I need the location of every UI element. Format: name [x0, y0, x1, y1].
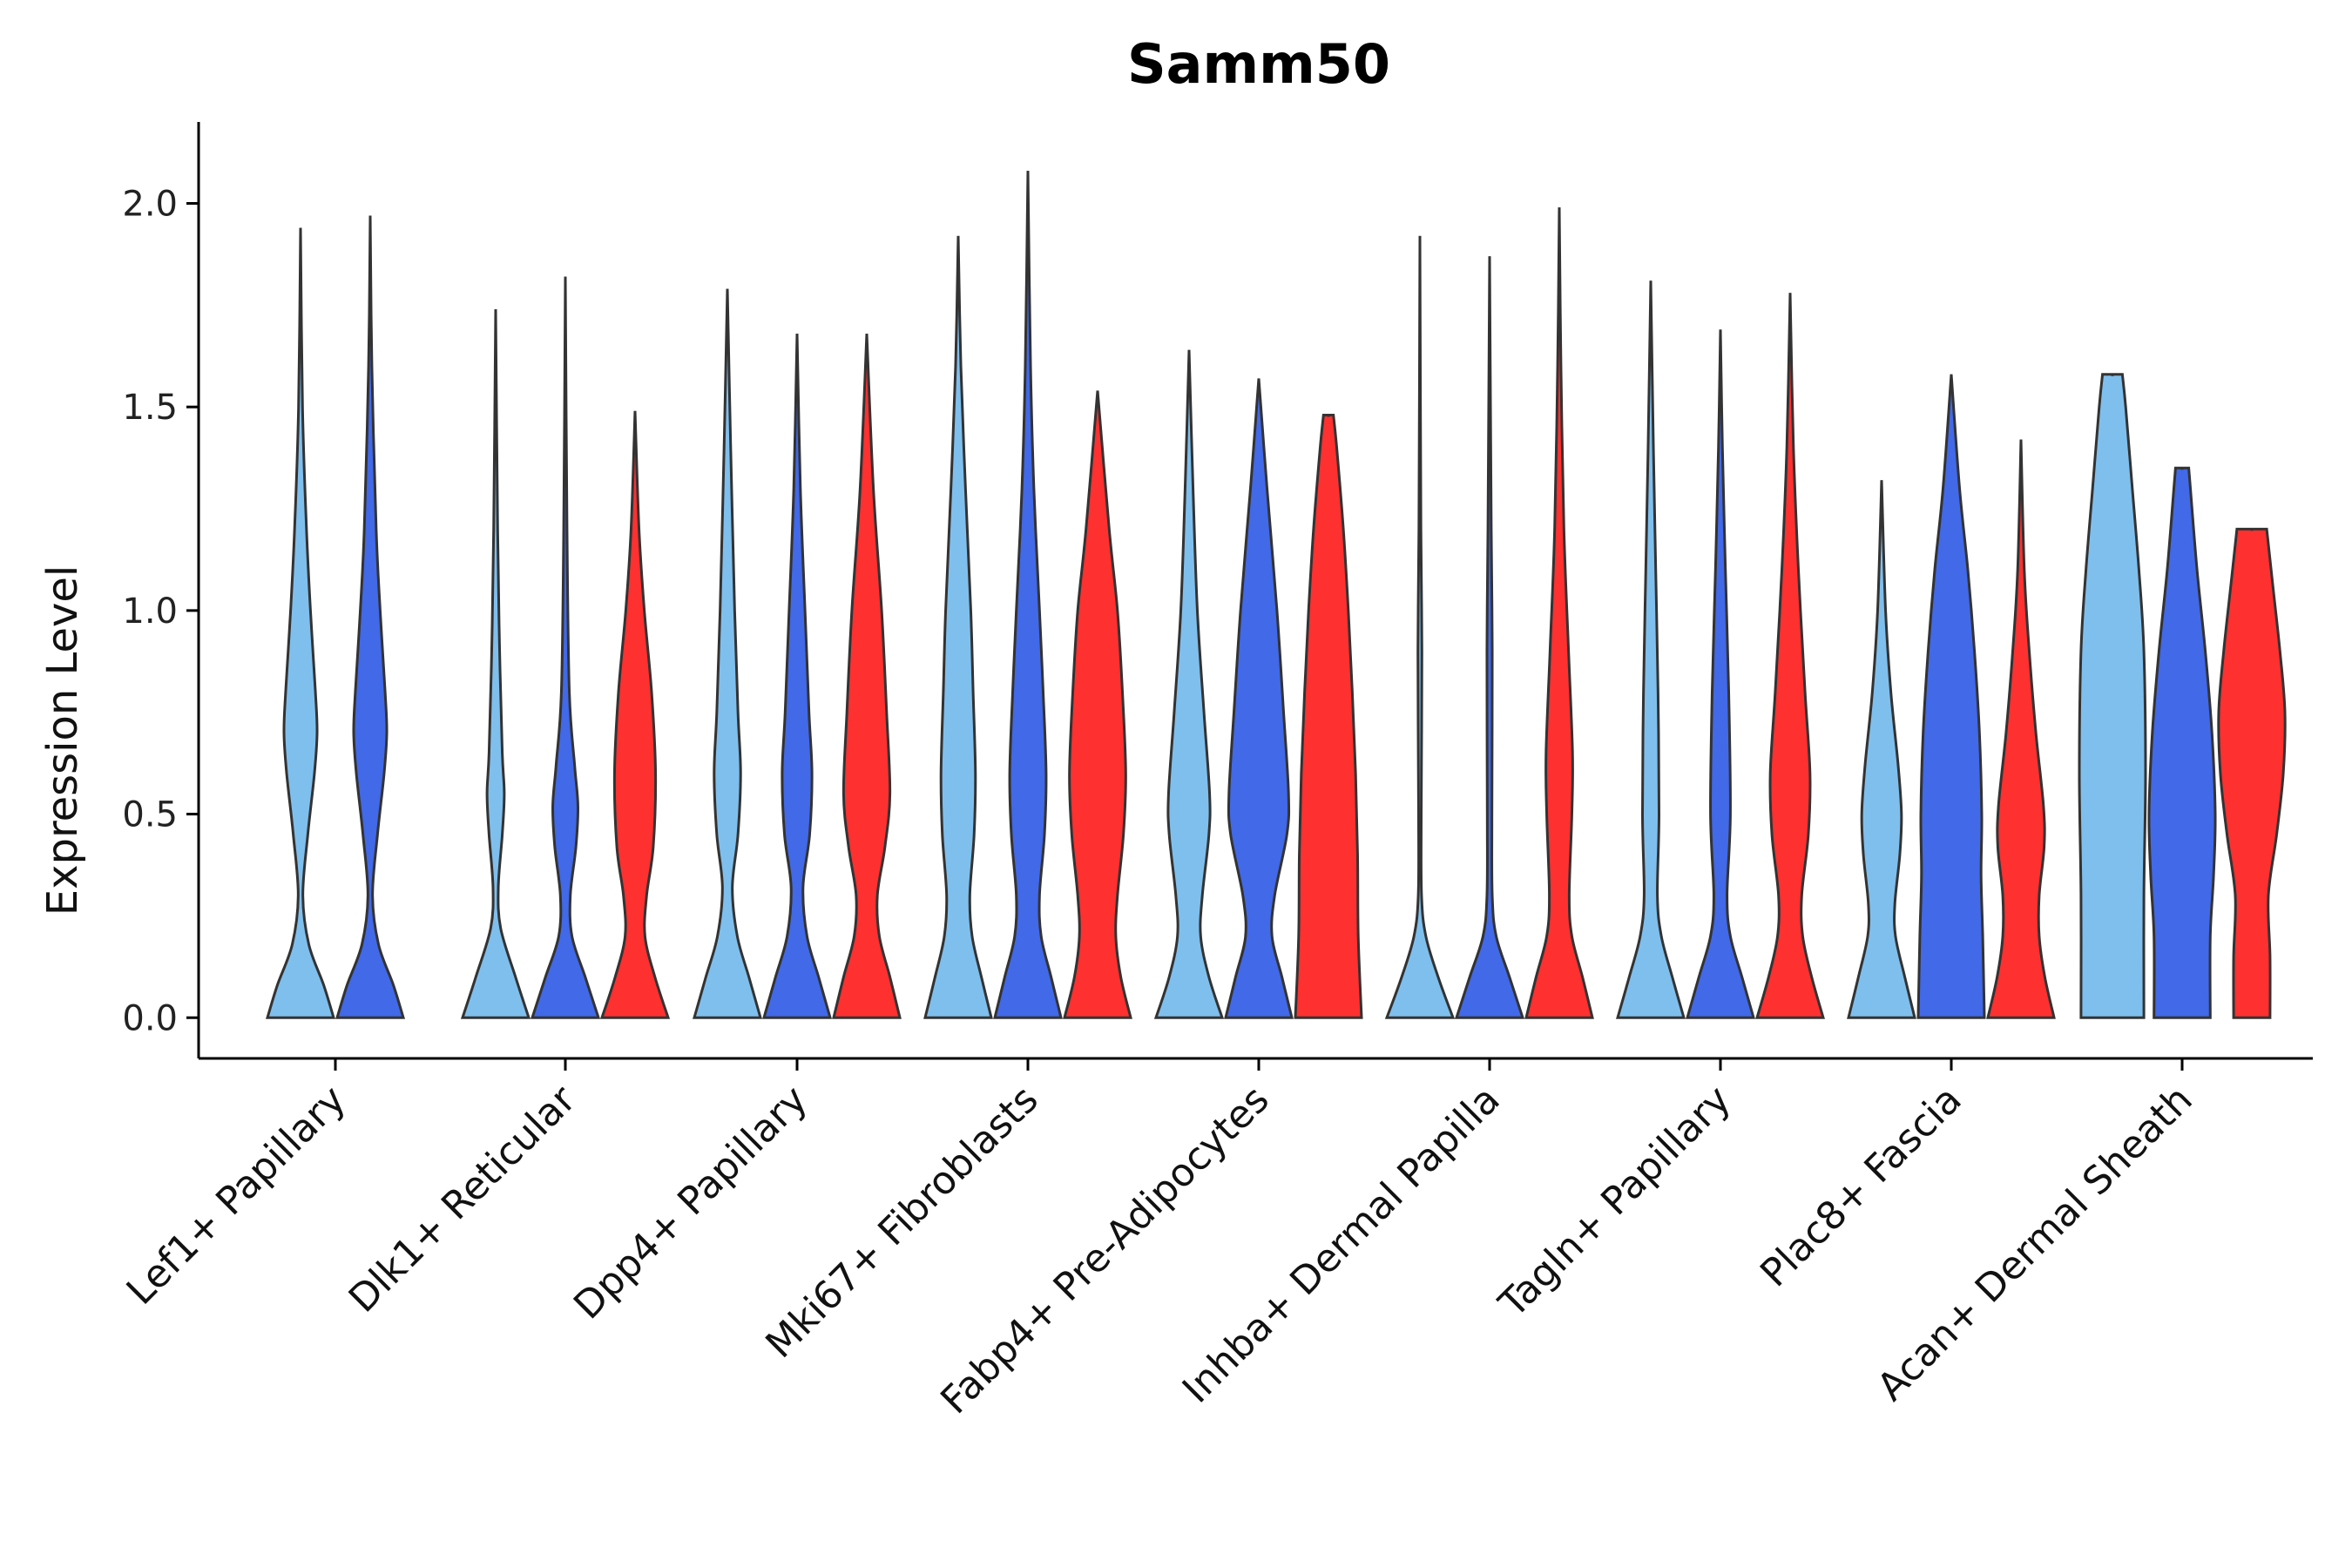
x-tick-label: Tagln+ Papillary — [1490, 1078, 1740, 1327]
violin-light — [923, 235, 993, 1019]
y-tick-label: 0.5 — [122, 795, 178, 835]
violin-light — [1153, 349, 1225, 1019]
violin-red — [832, 333, 902, 1019]
y-tick-label: 2.0 — [122, 184, 178, 224]
x-tick-label: Lef1+ Papillary — [118, 1078, 355, 1314]
violin-blue — [2147, 466, 2217, 1019]
violin-red — [1063, 390, 1132, 1019]
x-tick-label: Dpp4+ Papillary — [565, 1078, 816, 1328]
violin-light — [693, 288, 762, 1019]
violin-light — [2078, 373, 2147, 1019]
x-tick-label: Dlk1+ Reticular — [341, 1077, 585, 1321]
violin-light — [265, 227, 336, 1019]
violin-blue — [335, 215, 406, 1019]
violin-blue — [1224, 378, 1294, 1019]
y-tick-label: 1.0 — [122, 591, 178, 632]
y-axis-label: Expression Level — [38, 565, 87, 916]
y-axis: 0.0 0.5 1.0 1.5 2.0 — [122, 122, 200, 1058]
violin-light — [1616, 280, 1686, 1019]
violin-layer — [265, 171, 2287, 1019]
violin-blue — [762, 334, 832, 1019]
violin-red — [2217, 527, 2287, 1019]
violin-blue — [1686, 329, 1755, 1019]
x-tick-label: Plac8+ Fascia — [1752, 1078, 1970, 1296]
violin-light — [460, 308, 531, 1019]
violin-red — [1986, 439, 2056, 1019]
violin-light — [1847, 480, 1916, 1019]
violin-blue — [530, 276, 601, 1019]
violin-red — [599, 410, 671, 1019]
violin-light — [1384, 235, 1456, 1019]
violin-red — [1755, 293, 1825, 1019]
violin-red — [1294, 414, 1363, 1019]
violin-red — [1524, 207, 1594, 1019]
violin-blue — [1454, 256, 1525, 1019]
violin-blue — [993, 171, 1063, 1019]
y-tick-label: 0.0 — [122, 998, 178, 1038]
chart-title: Samm50 — [1127, 32, 1390, 96]
y-tick-label: 1.5 — [122, 388, 178, 428]
violin-blue — [1916, 374, 1986, 1019]
